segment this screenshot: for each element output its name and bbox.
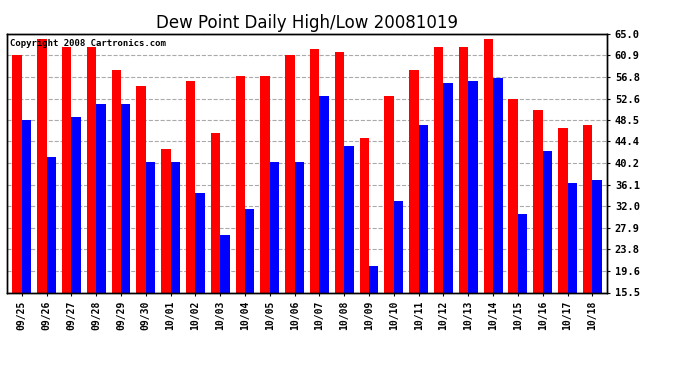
Bar [459,47,469,374]
Bar [121,104,130,374]
Bar [518,214,527,374]
Bar [335,52,344,374]
Bar [12,55,22,374]
Bar [493,78,502,374]
Text: Copyright 2008 Cartronics.com: Copyright 2008 Cartronics.com [10,39,166,48]
Bar [359,138,369,374]
Bar [47,157,56,374]
Bar [195,193,205,374]
Bar [186,81,195,374]
Bar [567,183,577,374]
Bar [384,96,394,374]
Bar [161,149,170,374]
Bar [245,209,255,374]
Bar [220,235,230,374]
Bar [260,76,270,374]
Bar [285,55,295,374]
Bar [419,125,428,374]
Bar [87,47,96,374]
Bar [369,266,379,374]
Bar [170,162,180,374]
Bar [509,99,518,374]
Bar [71,117,81,374]
Bar [112,70,121,374]
Bar [434,47,444,374]
Bar [409,70,419,374]
Bar [469,81,477,374]
Bar [484,39,493,374]
Bar [543,152,552,374]
Bar [22,120,31,374]
Bar [310,50,319,374]
Title: Dew Point Daily High/Low 20081019: Dew Point Daily High/Low 20081019 [156,14,458,32]
Bar [558,128,567,374]
Bar [211,133,220,374]
Bar [444,83,453,374]
Bar [319,96,329,374]
Bar [533,110,543,374]
Bar [344,146,354,374]
Bar [62,47,71,374]
Bar [394,201,403,374]
Bar [146,162,155,374]
Bar [37,39,47,374]
Bar [592,180,602,374]
Bar [270,162,279,374]
Bar [137,86,146,374]
Bar [295,162,304,374]
Bar [235,76,245,374]
Bar [583,125,592,374]
Bar [96,104,106,374]
